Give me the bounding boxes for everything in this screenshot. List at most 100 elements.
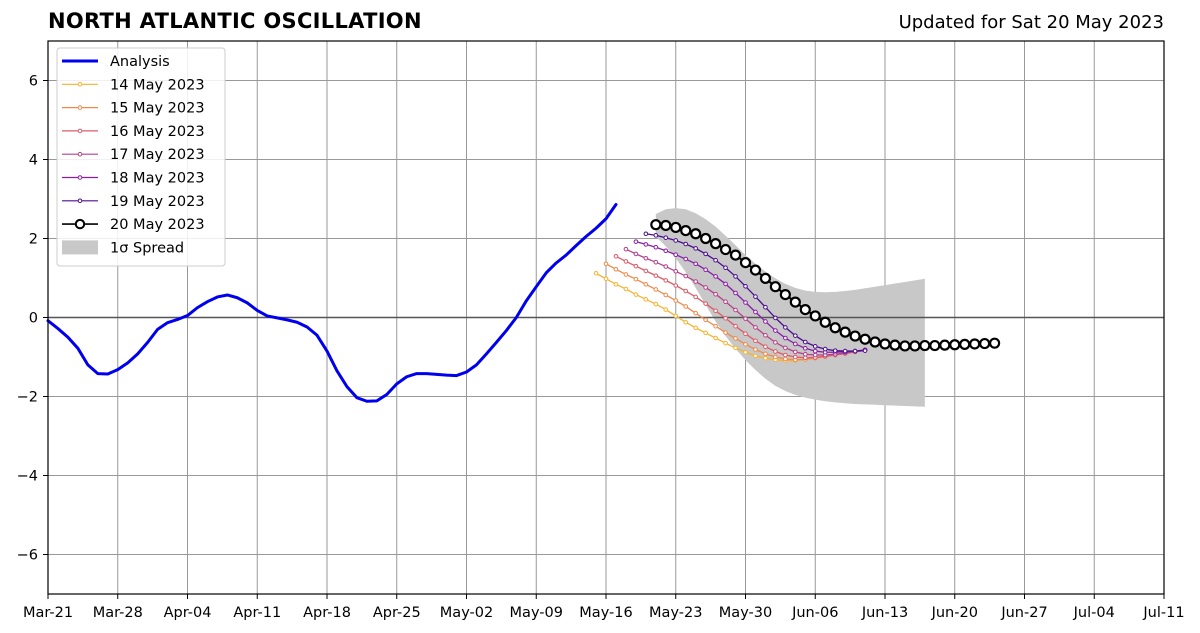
forecast-point	[763, 355, 768, 361]
y-tick-label: −6	[17, 548, 38, 564]
forecast-point	[783, 356, 788, 362]
x-tick-labels: Mar-21 Mar-28 Apr-04 Apr-11 Apr-18 Apr-25 May-…	[23, 594, 1185, 621]
forecast-point	[812, 352, 818, 358]
forecast-point	[839, 326, 851, 338]
analysis-line	[46, 203, 618, 403]
forecast-point	[793, 333, 798, 338]
legend-label: 20 May 2023	[110, 217, 205, 233]
forecast-point	[653, 244, 659, 250]
forecast-point	[809, 310, 821, 322]
forecast-point	[783, 335, 788, 341]
legend-swatch-marker	[77, 151, 83, 157]
spread-area	[655, 208, 925, 407]
forecast-point	[733, 345, 738, 351]
forecast-point	[663, 264, 669, 269]
forecast-point	[693, 261, 698, 267]
forecast-point	[633, 263, 639, 269]
forecast-point	[623, 272, 629, 277]
x-tick-label: May-09	[510, 605, 563, 621]
forecast-point	[680, 225, 692, 237]
forecast-point	[673, 283, 679, 288]
forecast-point	[793, 349, 798, 355]
forecast-point	[842, 348, 848, 354]
forecast-point	[723, 340, 728, 346]
forecast-point	[763, 351, 768, 357]
forecast-point	[673, 268, 679, 274]
forecast-point	[769, 281, 781, 293]
forecast-point	[683, 319, 689, 325]
forecast-point	[703, 301, 708, 306]
forecast-point	[759, 272, 772, 284]
forecast-point	[753, 294, 758, 299]
forecast-point	[773, 328, 778, 333]
forecast-point	[949, 339, 961, 351]
forecast-point	[703, 317, 708, 323]
forecast-point	[793, 341, 798, 347]
forecast-point	[713, 257, 718, 263]
x-tick-label: Jul-04	[1073, 605, 1115, 621]
forecast-point	[753, 325, 758, 330]
y-tick-label: 0	[29, 311, 38, 327]
series-lines	[46, 203, 1001, 403]
legend-label: 18 May 2023	[110, 171, 205, 187]
forecast-point	[899, 340, 911, 352]
legend: Analysis 14 May 2023 15 May 2023 16 May 202…	[56, 47, 226, 267]
y-tick-labels: −6 −4 −2 0 2 4 6	[17, 74, 48, 564]
forecast-point	[613, 253, 619, 259]
forecast-point	[783, 345, 788, 351]
forecast-point	[909, 340, 921, 352]
forecast-point	[723, 265, 728, 271]
forecast-point	[713, 335, 718, 341]
forecast-point	[753, 309, 758, 315]
y-tick-label: 2	[29, 232, 38, 248]
forecast-point	[989, 337, 1001, 349]
forecast-point	[939, 339, 951, 351]
x-tick-label: May-16	[579, 605, 632, 621]
forecast-point	[643, 231, 649, 237]
forecast-point	[763, 332, 768, 338]
forecast-point	[710, 238, 722, 250]
forecast-point	[683, 256, 689, 262]
forecast-point	[650, 219, 662, 231]
forecast-point	[703, 267, 708, 273]
forecast-point	[700, 232, 712, 245]
forecast-series	[643, 231, 868, 354]
forecast-point	[849, 330, 861, 342]
x-tick-label: Jun-06	[791, 605, 838, 621]
forecast-point	[643, 282, 649, 287]
x-tick-label: Jun-27	[1000, 605, 1047, 621]
forecast-point	[633, 292, 639, 297]
forecast-point	[603, 261, 609, 267]
x-tick-label: Apr-25	[373, 605, 421, 621]
forecast-point	[773, 349, 778, 354]
forecast-point	[819, 316, 831, 328]
forecast-point	[670, 221, 682, 234]
forecast-point	[889, 339, 901, 351]
forecast-point	[783, 352, 788, 358]
forecast-point	[802, 339, 808, 345]
forecast-point	[683, 241, 689, 247]
forecast-point	[773, 315, 778, 321]
legend-box	[56, 47, 226, 267]
forecast-point	[723, 315, 728, 321]
forecast-point	[663, 307, 669, 312]
forecast-point	[812, 344, 818, 349]
forecast-point	[673, 252, 679, 257]
forecast-point	[703, 285, 708, 290]
forecast-point	[793, 354, 798, 360]
forecast-point	[593, 270, 599, 276]
forecast-point	[743, 349, 748, 355]
forecast-point	[613, 282, 619, 287]
forecast-point	[643, 242, 649, 247]
forecast-point	[723, 330, 728, 335]
forecast-point	[623, 286, 629, 292]
forecast-point	[643, 268, 649, 274]
legend-swatch-marker	[77, 198, 83, 204]
legend-swatch-marker	[77, 175, 83, 180]
x-tick-label: Apr-18	[303, 605, 351, 621]
forecast-point	[653, 259, 659, 265]
forecast-point	[729, 249, 742, 261]
forecast-point	[713, 274, 718, 279]
forecast-point	[733, 307, 738, 313]
